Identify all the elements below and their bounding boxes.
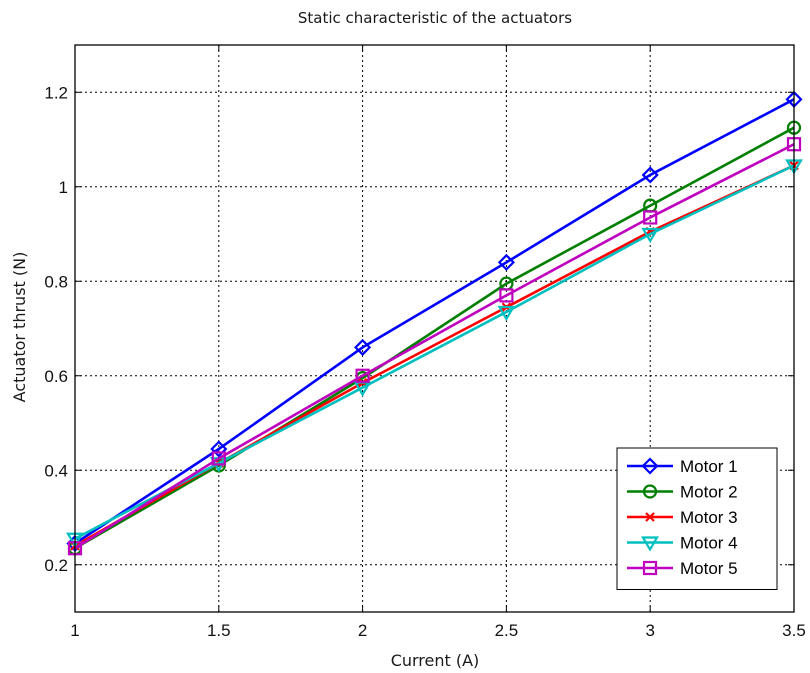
x-tick-label: 1.5	[207, 621, 231, 640]
legend-item: Motor 2	[627, 483, 738, 502]
data-point-marker	[499, 288, 514, 303]
data-point-marker	[641, 166, 659, 184]
y-axis-label: Actuator thrust (N)	[10, 252, 29, 403]
y-tick-label: 0.4	[44, 461, 68, 480]
legend-marker	[642, 560, 658, 576]
legend-label: Motor 1	[680, 457, 738, 476]
legend-label: Motor 4	[680, 534, 738, 553]
x-tick-label: 3	[645, 621, 654, 640]
data-point-marker	[355, 368, 370, 383]
x-tick-label: 2.5	[495, 621, 519, 640]
data-point-marker	[210, 440, 228, 458]
x-tick-label: 1	[70, 621, 79, 640]
y-tick-label: 1.2	[44, 83, 68, 102]
y-tick-label: 0.8	[44, 272, 68, 291]
data-point-marker	[497, 305, 516, 322]
legend-item: Motor 5	[627, 559, 738, 578]
legend-marker	[641, 457, 659, 475]
series-line	[74, 164, 795, 540]
legend-label: Motor 3	[680, 508, 738, 527]
legend-marker	[642, 484, 658, 499]
legend-item: Motor 1	[627, 457, 738, 476]
legend-label: Motor 5	[680, 559, 738, 578]
data-point-marker	[641, 227, 660, 244]
y-tick-label: 1	[59, 178, 68, 197]
legend-marker	[645, 512, 655, 522]
axis-ticks: 1 1.5 2 2.5 3 3.5 0.2 0.4 0.6 0.8 1 1.2	[44, 45, 806, 640]
data-point-marker	[497, 253, 515, 271]
series-line	[74, 126, 795, 550]
x-axis-label: Current (A)	[391, 651, 480, 670]
legend-item: Motor 3	[627, 508, 738, 527]
chart-title: Static characteristic of the actuators	[298, 9, 572, 27]
y-tick-label: 0.6	[44, 367, 68, 386]
series-line	[74, 98, 795, 545]
legend-label: Motor 2	[680, 483, 738, 502]
data-point-marker	[354, 338, 372, 356]
series-line	[74, 143, 795, 550]
x-tick-label: 2	[358, 621, 367, 640]
plot-frame	[74, 44, 795, 613]
legend: Motor 1 Motor 2 Motor 3 Motor 4 Motor 5	[616, 447, 778, 590]
x-tick-label: 3.5	[782, 621, 806, 640]
data-point-marker	[211, 451, 226, 466]
legend-marker	[641, 536, 659, 552]
data-point-marker	[643, 210, 658, 225]
legend-item: Motor 4	[627, 534, 738, 553]
y-tick-label: 0.2	[44, 556, 68, 575]
